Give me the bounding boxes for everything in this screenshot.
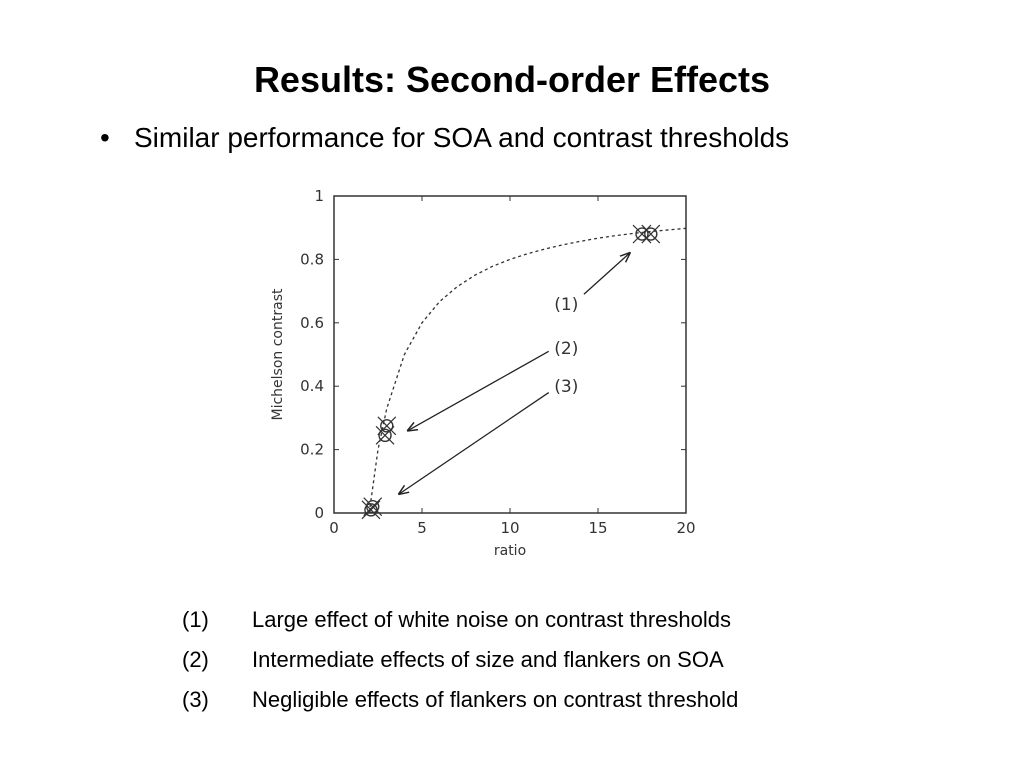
annotation-label: (2) [554,339,578,359]
data-point-cross [361,500,381,520]
y-tick-label: 0.2 [300,441,324,459]
note-number: (3) [182,687,209,712]
annotation-arrow [399,392,550,494]
y-tick-label: 0.8 [300,250,324,268]
notes-list: (1) Large effect of white noise on contr… [182,600,738,720]
data-point-cross [377,416,397,436]
x-axis-label: ratio [494,543,526,559]
data-point-circle [378,428,392,443]
note-text: Large effect of white noise on contrast … [252,607,731,632]
y-tick-label: 1 [314,187,324,205]
data-point-circle [635,227,649,241]
note-number: (1) [182,607,209,632]
data-point-circle [380,419,394,433]
y-tick-label: 0.6 [300,314,324,332]
data-point-circle [644,227,658,241]
data-point-circle [366,499,380,514]
note-item-2: (2) Intermediate effects of size and fla… [182,640,738,680]
note-text: Intermediate effects of size and flanker… [252,647,724,672]
note-item-1: (1) Large effect of white noise on contr… [182,600,738,640]
threshold-curve [368,227,687,514]
slide-title: Results: Second-order Effects [253,59,771,100]
threshold-chart: 0 5 10 15 20 0 0.2 0.4 0.6 0.8 1 ratio Michelson con… [270,187,696,559]
y-axis-label: Michelson contrast [270,288,286,420]
annotation-arrow [583,253,630,295]
plot-frame [333,195,687,514]
bullet-dot: • [100,122,110,153]
bullet-text: Similar performance for SOA and contrast… [134,122,790,153]
annotation-label: (1) [554,295,578,315]
y-tick-label: 0 [314,504,324,522]
note-text: Negligible effects of flankers on contra… [252,687,739,712]
note-item-3: (3) Negligible effects of flankers on co… [182,680,738,720]
x-tick-label: 10 [500,519,519,537]
note-number: (2) [182,647,209,672]
x-tick-label: 15 [588,519,607,537]
y-tick-label: 0.4 [300,377,324,395]
annotation-label: (3) [554,377,578,397]
x-tick-label: 5 [417,519,427,537]
x-tick-label: 20 [676,519,695,537]
x-tick-label: 0 [329,519,339,537]
bullet-point: • Similar performance for SOA and contras… [100,118,789,158]
annotation-arrow [408,350,550,430]
data-point-cross [641,224,661,244]
data-point-cross [363,497,383,517]
data-point-circle [364,503,378,517]
